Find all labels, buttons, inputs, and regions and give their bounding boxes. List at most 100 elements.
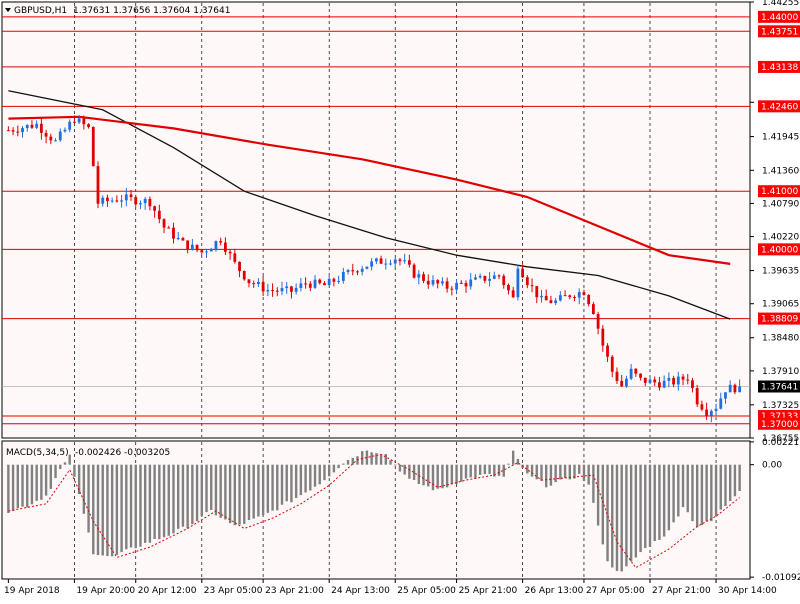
candle-body — [478, 275, 482, 278]
candle-body — [82, 118, 86, 125]
level-label: 1.43751 — [761, 27, 798, 37]
histogram-bar — [530, 464, 534, 477]
candle-body — [148, 198, 152, 207]
histogram-bar — [11, 464, 15, 511]
current-price-label: 1.37641 — [761, 382, 798, 392]
symbol-title: GBPUSD,H1 — [14, 6, 67, 16]
candle-body — [601, 328, 605, 346]
candle-body — [483, 275, 487, 281]
candle-body — [568, 295, 572, 298]
candle-body — [436, 280, 440, 284]
x-tick-label: 19 Apr 20:00 — [76, 586, 135, 596]
histogram-bar — [710, 464, 713, 522]
candle-body — [233, 253, 237, 262]
histogram-bar — [450, 464, 454, 485]
candle-body — [285, 286, 289, 289]
candle-body — [398, 259, 402, 262]
histogram-bar — [191, 464, 194, 525]
histogram-bar — [210, 464, 213, 510]
histogram-bar — [634, 464, 638, 558]
histogram-bar — [304, 464, 307, 493]
x-tick-label: 19 Apr 2018 — [4, 586, 60, 596]
histogram-bar — [96, 464, 100, 556]
candle-body — [238, 261, 241, 272]
candle-body — [403, 260, 407, 262]
histogram-bar — [658, 464, 661, 540]
candle-body — [143, 198, 147, 204]
histogram-bar — [7, 464, 10, 513]
histogram-bar — [507, 463, 510, 465]
histogram-bar — [686, 464, 689, 513]
candle-body — [634, 368, 638, 374]
candle-body — [242, 271, 246, 280]
candle-body — [620, 380, 624, 387]
candle-body — [455, 282, 458, 290]
y-tick-label: 1.39065 — [762, 300, 799, 310]
histogram-bar — [568, 464, 571, 480]
histogram-bar — [384, 454, 387, 465]
candle-body — [124, 194, 128, 201]
candle-body — [412, 264, 416, 278]
histogram-bar — [120, 464, 123, 553]
candle-body — [525, 277, 529, 286]
candle-body — [530, 285, 534, 287]
histogram-bar — [134, 464, 137, 549]
histogram-bar — [77, 464, 81, 495]
candle-body — [252, 283, 256, 285]
histogram-bar — [667, 464, 671, 531]
x-tick-label: 30 Apr 14:00 — [718, 586, 777, 596]
candle-body — [195, 244, 199, 251]
candle-body — [153, 206, 157, 211]
histogram-bar — [535, 464, 538, 480]
candle-body — [120, 200, 123, 202]
histogram-bar — [417, 464, 421, 484]
x-tick-label: 25 Apr 05:00 — [397, 586, 456, 596]
histogram-bar — [158, 464, 161, 540]
y-tick-label: 1.41945 — [762, 133, 799, 143]
histogram-bar — [92, 464, 95, 555]
price-pane[interactable] — [1, 1, 751, 439]
candle-body — [672, 377, 675, 385]
histogram-bar — [677, 464, 680, 517]
histogram-bar — [342, 463, 345, 465]
histogram-bar — [186, 464, 189, 529]
y-tick-label: 1.40790 — [762, 199, 799, 209]
histogram-bar — [346, 459, 350, 465]
histogram-bar — [516, 458, 520, 465]
histogram-bar — [115, 464, 119, 555]
candle-body — [469, 279, 473, 287]
histogram-bar — [578, 464, 581, 474]
candle-body — [275, 290, 279, 292]
histogram-bar — [21, 464, 24, 507]
level-label: 1.42460 — [761, 102, 798, 112]
histogram-bar — [365, 450, 369, 465]
candle-body — [49, 136, 53, 141]
histogram-bar — [257, 464, 260, 517]
histogram-bar — [219, 464, 222, 518]
histogram-bar — [672, 464, 675, 523]
candle-body — [346, 270, 350, 273]
x-tick-label: 26 Apr 13:00 — [525, 586, 584, 596]
macd-header: MACD(5,34,5) -0.002426 -0.003205 — [6, 448, 170, 458]
candle-body — [54, 140, 57, 142]
level-label-box — [758, 60, 800, 73]
fast-ma-line — [8, 90, 731, 320]
candle-body — [139, 203, 142, 205]
candle-body — [77, 118, 81, 123]
time-axis: 19 Apr 2018 19 Apr 20:00 20 Apr 12:00 23 Ap… — [4, 579, 777, 596]
x-tick-label: 23 Apr 21:00 — [265, 586, 324, 596]
y-tick-label: 1.40220 — [762, 233, 799, 243]
x-tick-label: 23 Apr 05:00 — [204, 586, 263, 596]
candle-body — [11, 130, 15, 132]
histogram-bar — [200, 464, 203, 516]
candle-body — [360, 268, 364, 272]
candle-body — [134, 197, 138, 205]
dropdown-triangle-icon[interactable] — [5, 8, 11, 12]
candle-body — [563, 295, 567, 297]
candle-body — [724, 392, 727, 399]
candle-body — [639, 373, 642, 378]
histogram-bar — [573, 464, 576, 479]
histogram-bar — [87, 464, 90, 533]
